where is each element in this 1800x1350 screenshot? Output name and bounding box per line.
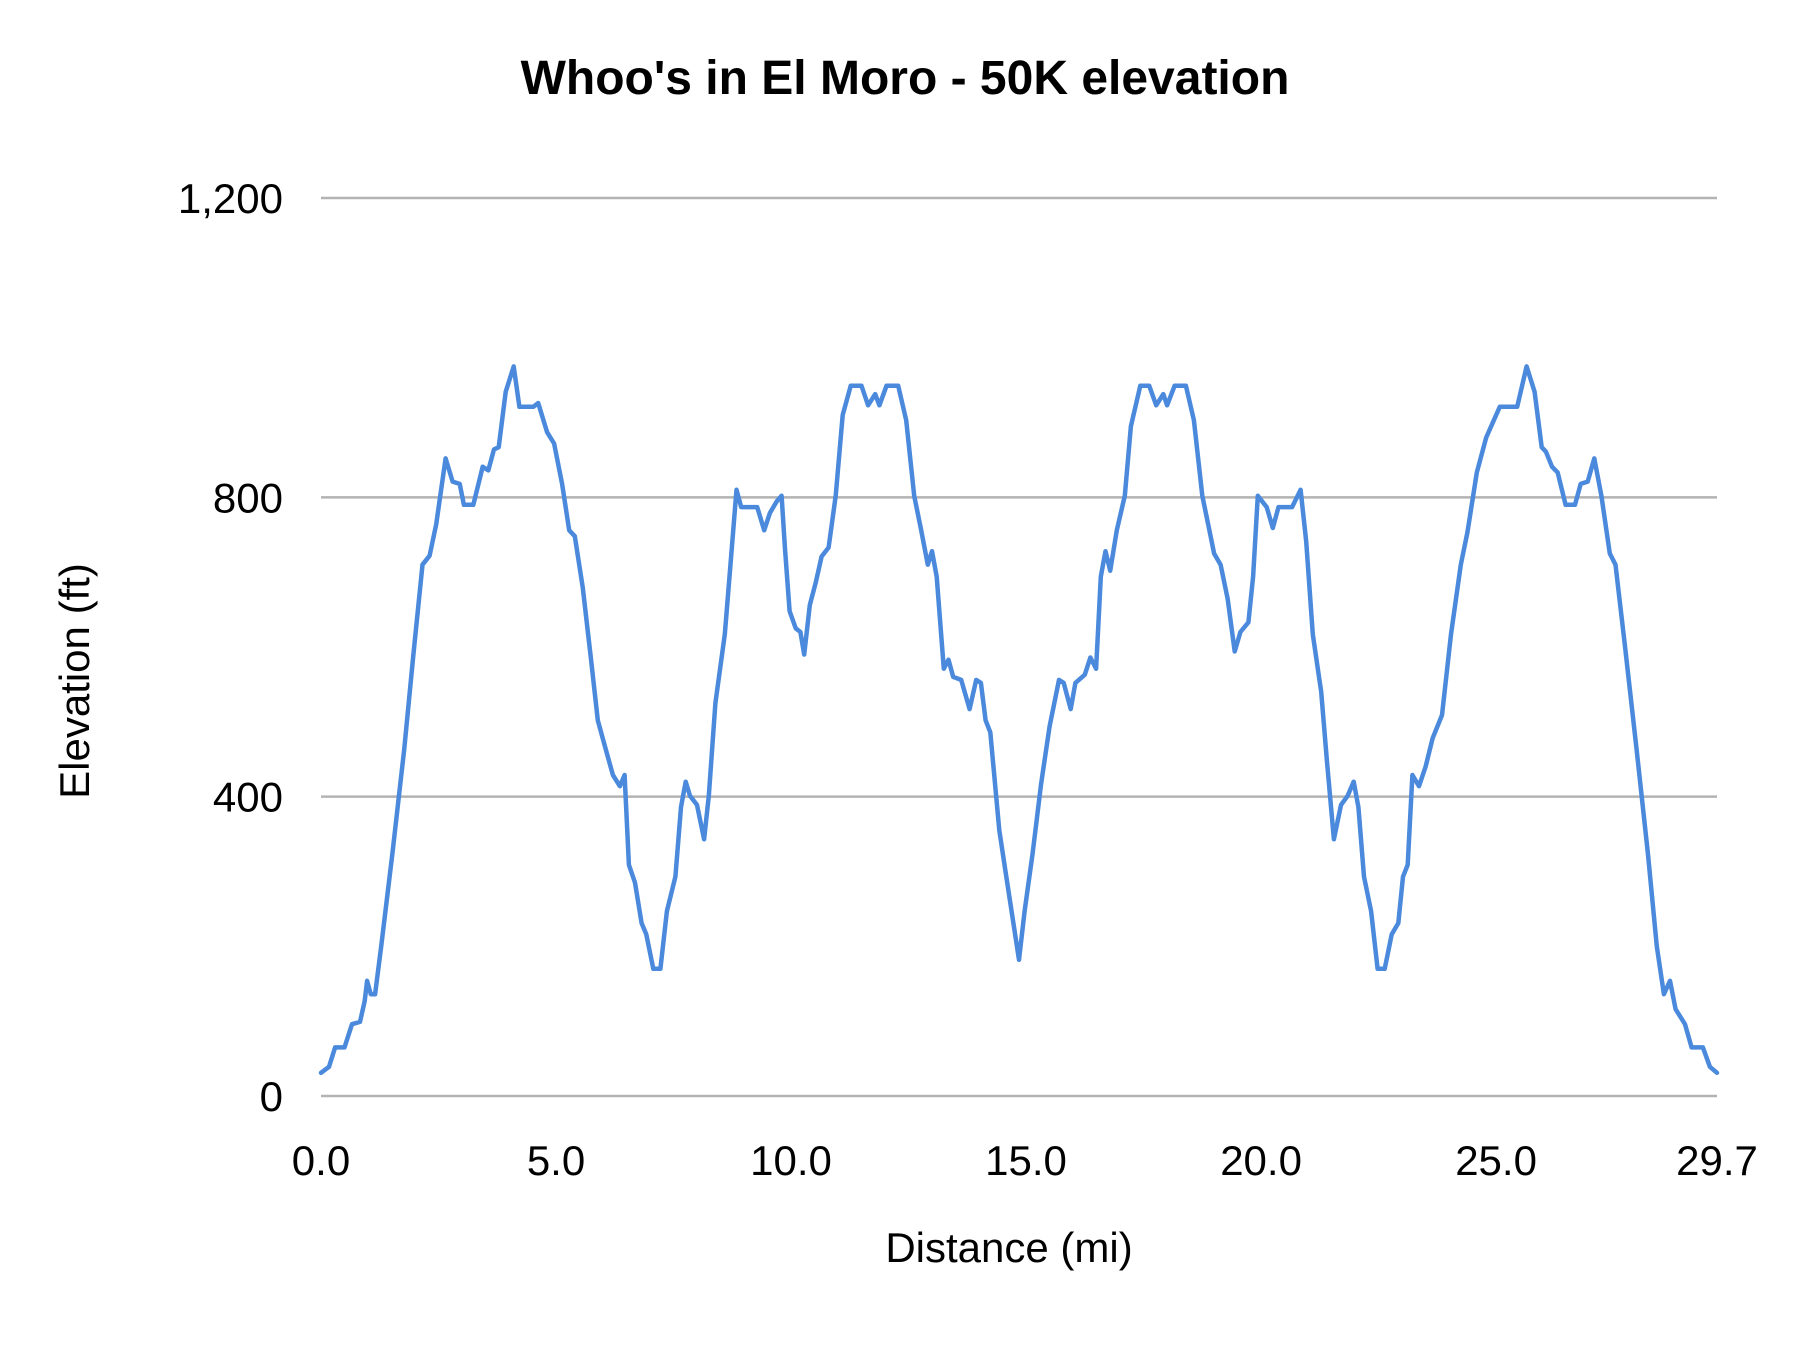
x-tick-label: 15.0	[985, 1137, 1067, 1184]
y-axis-title: Elevation (ft)	[51, 563, 98, 799]
y-tick-label: 800	[213, 474, 283, 521]
x-tick-label: 0.0	[292, 1137, 350, 1184]
x-tick-label: 20.0	[1220, 1137, 1302, 1184]
x-tick-label: 25.0	[1455, 1137, 1537, 1184]
y-tick-label: 400	[213, 774, 283, 821]
x-tick-label: 29.7	[1676, 1137, 1758, 1184]
x-axis-title: Distance (mi)	[885, 1224, 1132, 1271]
elevation-line	[318, 364, 1720, 1076]
x-axis-ticks: 0.0 5.0 10.0 15.0 20.0 25.0 29.7	[292, 1137, 1758, 1184]
y-tick-label: 1,200	[178, 175, 283, 222]
chart-title: Whoo's in El Moro - 50K elevation	[521, 52, 1290, 105]
y-axis-ticks: 0 400 800 1,200	[178, 175, 283, 1120]
x-tick-label: 5.0	[527, 1137, 585, 1184]
y-tick-label: 0	[260, 1073, 283, 1120]
gridlines	[321, 196, 1717, 1098]
x-tick-label: 10.0	[750, 1137, 832, 1184]
